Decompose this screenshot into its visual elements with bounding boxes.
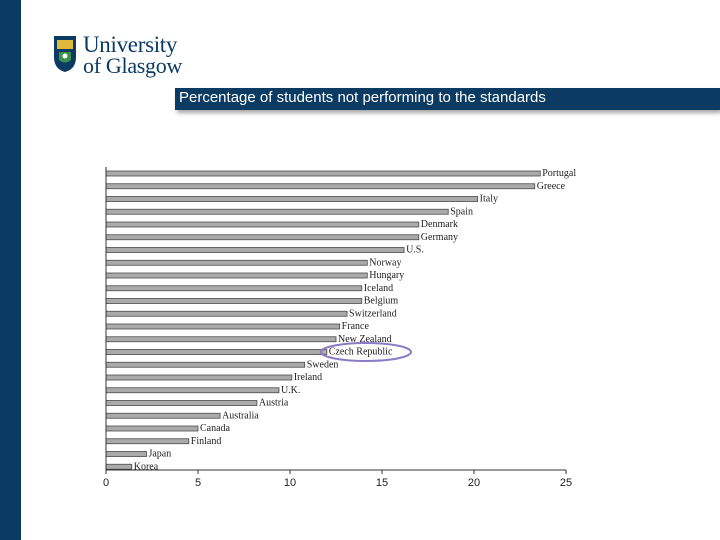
category-label: Germany	[421, 232, 458, 243]
category-label: Australia	[222, 410, 259, 421]
bar	[105, 208, 449, 215]
category-label: Iceland	[364, 283, 393, 294]
bar	[105, 272, 368, 279]
slide-title: Percentage of students not performing to…	[179, 89, 546, 106]
logo-line-1: University	[83, 32, 178, 57]
bar	[105, 285, 363, 292]
x-tick-label: 10	[284, 477, 296, 489]
category-label: Greece	[537, 181, 566, 192]
university-logo: University of Glasgow	[50, 32, 183, 78]
bar	[105, 349, 328, 355]
x-tick-label: 5	[195, 477, 201, 489]
category-label: France	[342, 321, 370, 332]
logo-line-2: of Glasgow	[83, 53, 183, 78]
bar	[105, 310, 348, 317]
bar	[105, 451, 147, 457]
crest-icon	[54, 36, 76, 72]
x-tick-label: 0	[103, 477, 109, 489]
category-label: Austria	[259, 398, 289, 409]
category-label: Sweden	[307, 359, 339, 370]
bar	[105, 336, 337, 343]
bar	[105, 323, 341, 330]
bar	[105, 374, 293, 381]
bar	[105, 234, 420, 241]
category-label: Switzerland	[349, 308, 397, 319]
bar	[105, 259, 368, 266]
category-label: Canada	[200, 423, 231, 434]
category-label: Norway	[369, 257, 401, 268]
bar	[105, 400, 258, 406]
bar	[105, 412, 221, 419]
bar	[105, 438, 190, 445]
category-label: Denmark	[421, 219, 458, 230]
bar	[105, 170, 541, 177]
category-label: Hungary	[369, 270, 404, 281]
category-label: Portugal	[542, 168, 576, 179]
category-label: Czech Republic	[329, 347, 393, 358]
bar	[105, 425, 199, 432]
bar	[105, 387, 280, 394]
category-label: U.S.	[406, 245, 424, 256]
x-tick-label: 15	[376, 477, 388, 489]
highlight-ellipse	[319, 342, 412, 362]
bar	[105, 361, 306, 368]
bar	[105, 196, 479, 202]
category-label: Spain	[450, 206, 473, 217]
bar	[105, 183, 536, 190]
bar	[105, 247, 405, 253]
category-label: Italy	[480, 194, 498, 205]
category-label: Ireland	[294, 372, 322, 383]
bar	[105, 463, 133, 470]
category-label: U.K.	[281, 385, 300, 396]
category-label: Japan	[148, 449, 171, 460]
bar	[105, 221, 420, 228]
left-brand-stripe	[0, 0, 21, 540]
category-label: New Zealand	[338, 334, 392, 345]
x-tick-label: 25	[560, 477, 572, 489]
x-tick-label: 20	[468, 477, 480, 489]
category-label: Korea	[134, 461, 159, 472]
bar	[105, 298, 363, 304]
category-label: Finland	[191, 436, 222, 447]
category-label: Belgium	[364, 296, 399, 307]
title-bar: Percentage of students not performing to…	[175, 88, 720, 110]
